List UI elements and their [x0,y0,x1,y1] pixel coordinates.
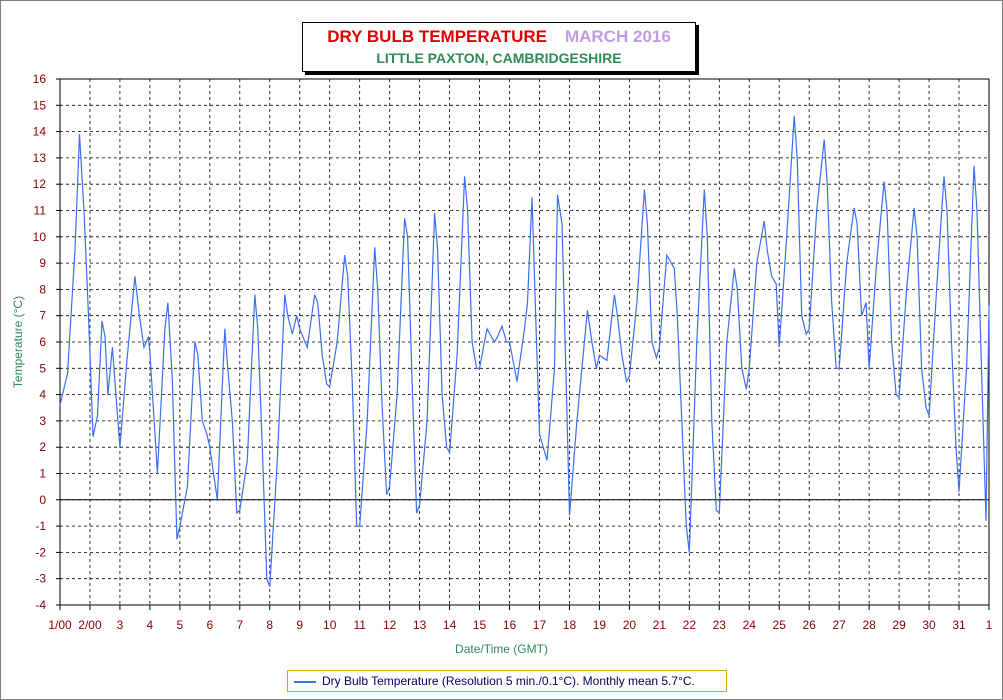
x-tick-label: 9 [296,618,303,632]
x-tick-label: 26 [803,618,817,632]
y-tick-label: 0 [39,493,46,507]
y-tick-label: -2 [35,545,46,559]
x-tick-label: 4 [147,618,154,632]
x-tick-label: 11 [353,618,366,632]
x-tick-label: 3 [117,618,124,632]
y-tick-label: 7 [39,309,46,323]
x-tick-label: 28 [862,618,876,632]
x-tick-label: 19 [593,618,607,632]
x-tick-label: 30 [922,618,936,632]
legend-text: Dry Bulb Temperature (Resolution 5 min./… [322,674,695,688]
chart-title-box: DRY BULB TEMPERATURE MARCH 2016 LITTLE PA… [302,22,696,72]
x-tick-label: 20 [623,618,637,632]
y-tick-label: 8 [39,282,46,296]
x-tick-label: 25 [773,618,787,632]
x-tick-label: 8 [266,618,273,632]
y-tick-label: 9 [39,256,46,270]
x-tick-label: 12 [383,618,397,632]
y-tick-label: 10 [33,230,47,244]
y-tick-label: 3 [39,414,46,428]
x-tick-label: 17 [533,618,547,632]
x-tick-label: 27 [832,618,846,632]
y-axis-title: Temperature (°C) [11,296,25,388]
x-tick-label: 2/00 [78,618,102,632]
y-tick-label: 16 [33,72,47,86]
y-tick-label: 5 [39,361,46,375]
x-tick-label: 14 [443,618,457,632]
chart-location: LITTLE PAXTON, CAMBRIDGESHIRE [376,50,622,66]
x-tick-label: 7 [236,618,243,632]
y-tick-label: 13 [33,151,47,165]
y-tick-label: 2 [39,440,46,454]
x-axis-ticks: 1/00 2/00 3 4 5 6 7 8 9 10 11 12 13 14 15 16 17 18 19 20 21 2… [48,605,993,632]
x-tick-label: 21 [653,618,667,632]
y-tick-label: 6 [39,335,46,349]
x-tick-label: 15 [473,618,487,632]
x-tick-label: 29 [892,618,906,632]
y-tick-label: 15 [33,98,47,112]
legend-line-swatch [294,681,316,683]
x-tick-label: 1 [986,618,993,632]
chart-title: DRY BULB TEMPERATURE [327,27,547,46]
x-tick-label: 5 [177,618,184,632]
y-tick-label: 1 [39,467,46,481]
x-tick-label: 18 [563,618,577,632]
x-tick-label: 24 [743,618,757,632]
y-tick-label: 14 [33,125,47,139]
x-tick-label: 31 [952,618,966,632]
legend: Dry Bulb Temperature (Resolution 5 min./… [287,670,727,692]
chart-date: MARCH 2016 [564,27,671,46]
x-tick-label: 16 [503,618,517,632]
x-tick-label: 1/00 [48,618,72,632]
y-tick-label: -4 [35,598,46,612]
y-tick-label: -3 [35,572,46,586]
y-tick-label: 12 [33,177,47,191]
title-line-1: DRY BULB TEMPERATURE MARCH 2016 [303,27,695,47]
x-tick-label: 23 [713,618,727,632]
x-tick-label: 13 [413,618,427,632]
y-tick-label: 11 [34,204,47,218]
gridlines [60,79,989,605]
x-tick-label: 22 [683,618,697,632]
x-tick-label: 6 [206,618,213,632]
x-tick-label: 10 [323,618,337,632]
y-tick-label: 4 [39,388,46,402]
y-tick-label: -1 [35,519,46,533]
series-line-dry-bulb-temperature [59,115,990,587]
x-axis-title: Date/Time (GMT) [455,642,548,656]
